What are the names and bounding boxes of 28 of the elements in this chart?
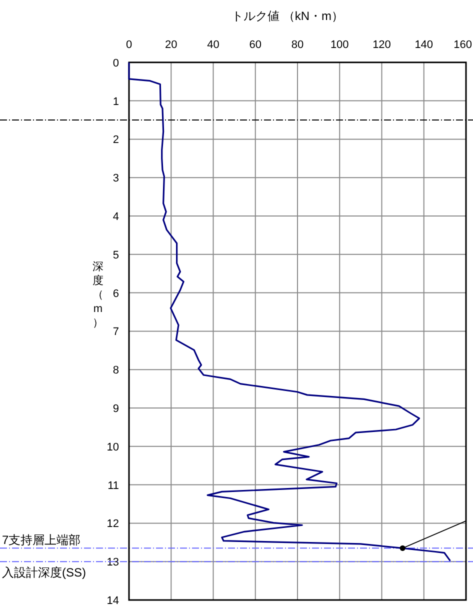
x-tick-label: 0 [126, 39, 132, 51]
x-tick-label: 100 [330, 39, 349, 51]
y-tick-label: 0 [112, 57, 119, 70]
y-tick-label: 14 [106, 595, 119, 607]
x-tick-label: 40 [207, 39, 220, 51]
x-tick-label: 60 [249, 39, 262, 51]
ref-line-label: 7支持層上端部 [2, 533, 81, 548]
y-tick-label: 6 [112, 288, 119, 300]
y-tick-label: 11 [108, 480, 119, 492]
y-tick-label: 7 [112, 326, 119, 338]
y-tick-label: 8 [112, 364, 119, 377]
ref-line-label: 入設計深度(SS) [2, 566, 86, 580]
y-tick-label: 1 [112, 96, 119, 108]
y-tick-label: 12 [106, 518, 119, 530]
y-axis-title: 深度（m） [92, 261, 104, 329]
y-tick-label: 3 [112, 172, 119, 185]
x-axis-title: トルク値 （kN・m） [232, 9, 344, 23]
line-series [128, 62, 451, 562]
y-tick-label: 10 [106, 441, 119, 454]
x-tick-label: 140 [414, 39, 434, 51]
x-tick-label: 80 [291, 39, 304, 51]
y-tick-label: 2 [112, 134, 119, 146]
x-tick-label: 120 [372, 39, 391, 51]
x-tick-label: 160 [454, 39, 472, 51]
x-tick-label: 20 [165, 39, 178, 51]
y-tick-label: 9 [112, 403, 119, 415]
y-tick-label: 5 [112, 249, 119, 262]
y-tick-label: 4 [112, 211, 119, 223]
